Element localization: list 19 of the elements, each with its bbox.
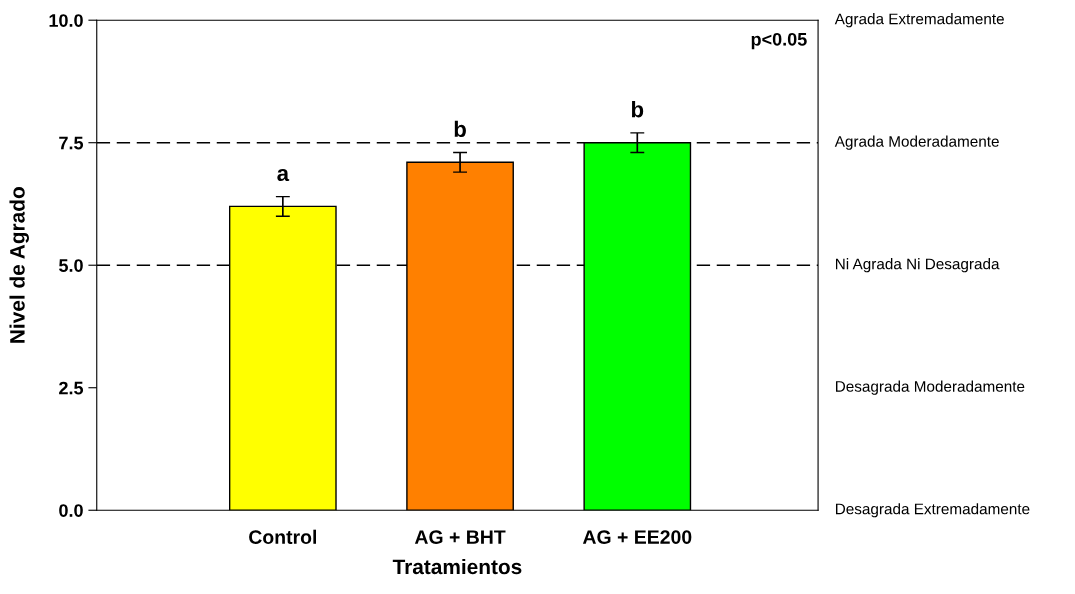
text: Ni Agrada Ni Desagrada: [835, 258, 1000, 273]
text: Agrada Extremadamente: [834, 13, 1004, 28]
annotation: b: [631, 101, 644, 118]
text: Desagrada Extremadamente: [835, 503, 1030, 518]
y-tick-label: 2.5: [59, 381, 84, 395]
y-tick-label: 7.5: [59, 136, 84, 150]
annotation: p<0.05: [751, 32, 807, 50]
y-tick-label: 10.0: [49, 14, 83, 27]
x-tick-label: Control: [249, 529, 317, 544]
x-tick-label: AG + BHT: [414, 530, 506, 544]
x-tick-label: AG + EE200: [582, 530, 692, 544]
x-axis-title: Tratamientos: [392, 558, 522, 575]
annotation: b: [454, 120, 466, 138]
text: Agrada Moderadamente: [834, 135, 999, 150]
text: Desagrada Moderadamente: [835, 380, 1025, 395]
y-axis-title: Nivel de Agrado: [9, 187, 29, 343]
y-tick-label: 5.0: [59, 259, 83, 272]
y-tick-label: 0.0: [59, 504, 83, 517]
annotation: a: [277, 168, 290, 182]
